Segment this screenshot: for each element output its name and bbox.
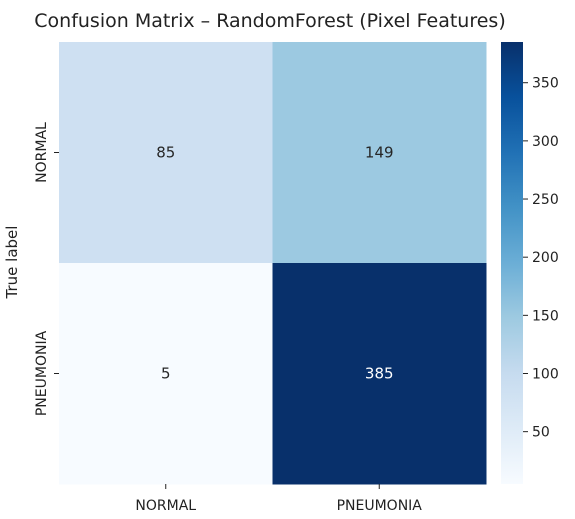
cell-value-label: 85 bbox=[156, 144, 175, 162]
colorbar-gradient bbox=[501, 42, 523, 484]
heatmap-cell bbox=[59, 42, 273, 264]
heatmap-cell bbox=[59, 263, 273, 485]
heatmap-cells: 85 149 5 385 bbox=[59, 42, 487, 485]
y-tick-label: NORMAL bbox=[34, 122, 50, 183]
cell-value-label: 385 bbox=[365, 365, 394, 383]
x-tick-label: NORMAL bbox=[135, 498, 196, 514]
colorbar-tick-label: 100 bbox=[532, 367, 559, 383]
colorbar-tick-label: 200 bbox=[532, 250, 559, 266]
x-tick-label: PNEUMONIA bbox=[337, 498, 423, 514]
colorbar: 50 100 150 200 250 300 350 bbox=[501, 42, 559, 484]
y-axis-label: True label bbox=[3, 226, 21, 300]
colorbar-tick-label: 50 bbox=[532, 425, 550, 441]
colorbar-tick-label: 150 bbox=[532, 308, 559, 324]
colorbar-tick-label: 250 bbox=[532, 192, 559, 208]
heatmap-cell bbox=[272, 42, 487, 264]
chart-title: Confusion Matrix – RandomForest (Pixel F… bbox=[34, 10, 505, 32]
heatmap-cell bbox=[272, 263, 487, 485]
y-tick-labels: NORMAL PNEUMONIA bbox=[34, 122, 59, 416]
colorbar-tick-label: 350 bbox=[532, 76, 559, 92]
colorbar-tick-label: 300 bbox=[532, 134, 559, 150]
cell-value-label: 5 bbox=[161, 365, 171, 383]
x-tick-labels: NORMAL PNEUMONIA bbox=[135, 484, 422, 514]
y-tick-label: PNEUMONIA bbox=[34, 330, 50, 416]
cell-value-label: 149 bbox=[365, 144, 394, 162]
